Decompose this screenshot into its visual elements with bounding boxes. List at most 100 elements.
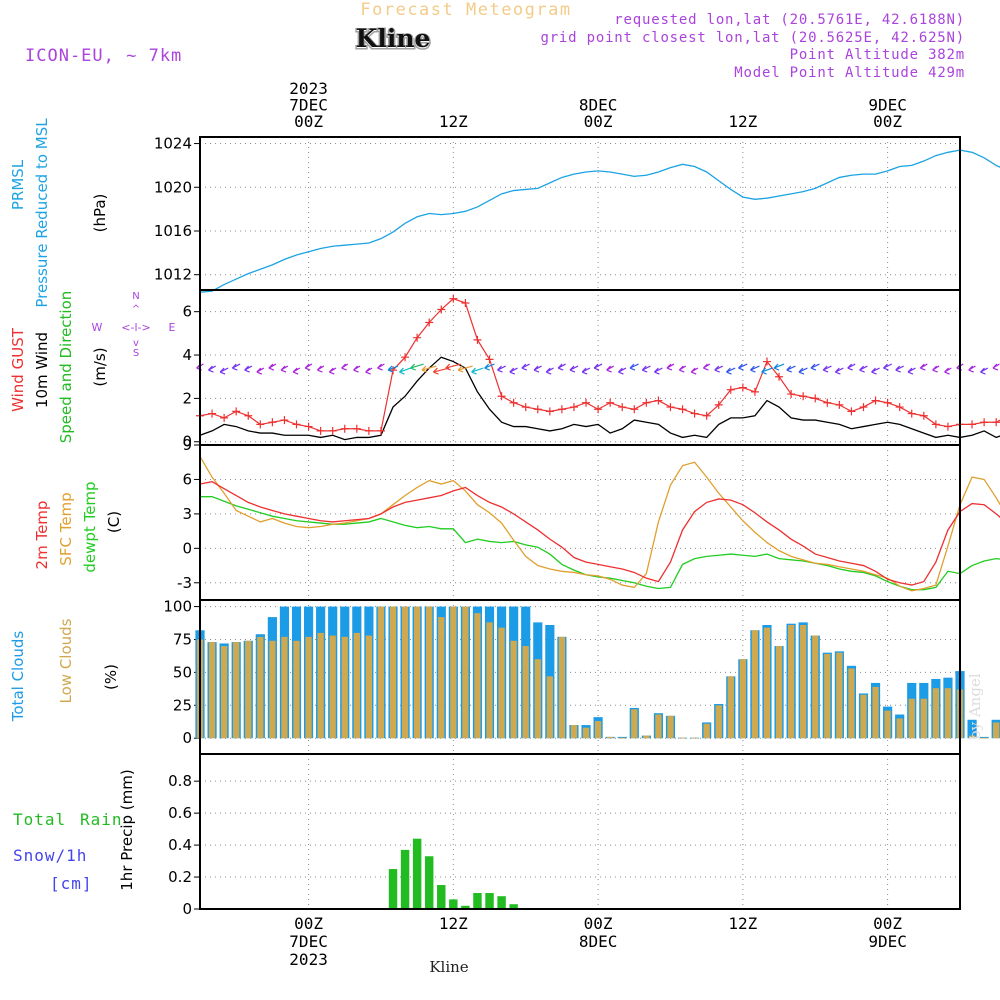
- low-clouds-bar: [426, 606, 433, 739]
- gust-marker: [545, 407, 554, 416]
- low-clouds-bar: [389, 606, 397, 739]
- label-wind-gust: Wind GUST: [9, 327, 27, 412]
- wind-ytick-label: 0: [182, 433, 192, 451]
- label-low-clouds: Low Clouds: [57, 618, 75, 703]
- gust-marker: [738, 383, 747, 392]
- precip-ytick-label: 0.8: [168, 772, 192, 790]
- compass-up-arrow: ^: [132, 304, 140, 315]
- low-clouds-bar: [305, 636, 312, 739]
- pressure-line: [199, 149, 1000, 293]
- low-clouds-bar: [365, 635, 373, 739]
- wind-direction-arrow: [410, 363, 424, 371]
- watermark: by Angel: [966, 673, 984, 740]
- wind-ytick-label: 6: [182, 303, 192, 321]
- gust-marker: [907, 409, 916, 418]
- low-clouds-bar: [655, 714, 662, 739]
- rain-bar: [400, 849, 410, 909]
- gust-marker: [690, 409, 699, 418]
- low-clouds-bar: [643, 735, 650, 739]
- low-clouds-bar: [534, 659, 541, 739]
- wind-direction-arrow: [208, 365, 216, 373]
- compass-rose: N S W E <-l-> ^ v: [92, 291, 176, 359]
- gust-marker: [364, 426, 373, 435]
- rain-bar: [509, 904, 518, 909]
- wind-direction-arrow: [859, 365, 868, 373]
- low-clouds-bar: [896, 718, 903, 739]
- low-clouds-bar: [462, 606, 469, 739]
- gust-marker: [521, 403, 530, 412]
- rain-bar: [449, 899, 458, 909]
- wind-direction-arrow: [421, 365, 437, 373]
- gust-marker: [304, 422, 313, 431]
- gust-marker: [569, 403, 578, 412]
- gust-marker: [208, 409, 217, 418]
- wind-direction-arrow: [761, 367, 773, 375]
- bottom-time-label: 00Z: [294, 914, 323, 933]
- gust-marker: [859, 403, 868, 412]
- low-clouds-bar: [908, 698, 915, 739]
- wind-direction-arrow: [738, 363, 748, 371]
- gust-marker: [352, 424, 361, 433]
- wind-direction-arrow: [678, 365, 687, 373]
- temperature-ytick-label: 6: [182, 470, 192, 488]
- gust-marker: [775, 372, 784, 381]
- gust-marker: [256, 420, 265, 429]
- label-percent: (%): [102, 664, 120, 690]
- low-clouds-bar: [558, 636, 566, 739]
- temperature-ytick-label: 9: [182, 436, 192, 454]
- gust-marker: [811, 394, 820, 403]
- low-clouds-bar: [208, 642, 216, 739]
- low-clouds-bar: [800, 625, 807, 739]
- label-speed-direction: Speed and Direction: [57, 291, 75, 444]
- wind-direction-arrow: [786, 365, 796, 373]
- wind-direction-arrow: [690, 367, 699, 375]
- label-celsius: (C): [105, 511, 123, 533]
- low-clouds-bar: [474, 613, 481, 739]
- gust-marker: [449, 294, 458, 303]
- wind-direction-arrow: [545, 367, 554, 375]
- gust-marker: [871, 396, 880, 405]
- gust-marker: [280, 416, 289, 425]
- gust-marker: [678, 405, 687, 414]
- wind-direction-arrow: [387, 365, 399, 373]
- wind-direction-arrow: [509, 367, 518, 375]
- gust-marker: [220, 413, 229, 422]
- label-dewpt-temp: dewpt Temp: [81, 481, 99, 572]
- wind-direction-arrow: [847, 363, 856, 371]
- rain-bar: [424, 856, 434, 909]
- low-clouds-bar: [486, 622, 493, 739]
- label-10m-wind: 10m Wind: [33, 332, 51, 408]
- wind-direction-arrow: [871, 367, 880, 375]
- wind-direction-arrow: [399, 367, 411, 375]
- gust-marker: [232, 407, 241, 416]
- gust-marker: [594, 405, 603, 414]
- low-clouds-bar: [715, 705, 722, 739]
- wind-direction-arrow: [919, 363, 928, 371]
- wind-direction-arrow: [341, 363, 349, 371]
- label-1hr-precip: 1hr Precip (mm): [118, 769, 136, 890]
- wind-direction-arrow: [641, 365, 651, 373]
- low-clouds-bar: [860, 694, 867, 739]
- temperature-ytick-label: 0: [182, 539, 192, 557]
- wind-frame: [199, 289, 961, 446]
- label-2m-temp: 2m Temp: [33, 501, 51, 570]
- low-clouds-bar: [932, 688, 940, 739]
- temp-sfc-line: [199, 456, 1000, 592]
- top-time-label: 9DEC: [868, 96, 907, 115]
- wind-ytick-label: 4: [182, 346, 192, 364]
- label-pressure-msl: Pressure Reduced to MSL: [33, 118, 51, 308]
- label-sfc-temp: SFC Temp: [57, 492, 75, 565]
- info-requested: requested lon,lat (20.5761E, 42.6188N): [614, 12, 965, 28]
- low-clouds-bar: [968, 735, 976, 739]
- label-hpa: (hPa): [91, 194, 109, 233]
- rain-bar: [388, 869, 398, 909]
- gust-marker: [328, 426, 337, 435]
- total-clouds-bar: [979, 736, 989, 739]
- gust-marker: [340, 424, 349, 433]
- wind-direction-arrow: [557, 363, 566, 371]
- precip-frame: [199, 753, 961, 910]
- gust-marker: [883, 398, 892, 407]
- bottom-time-label: 7DEC: [289, 932, 328, 951]
- gust-marker: [425, 318, 434, 327]
- compass-down-arrow: v: [133, 338, 139, 349]
